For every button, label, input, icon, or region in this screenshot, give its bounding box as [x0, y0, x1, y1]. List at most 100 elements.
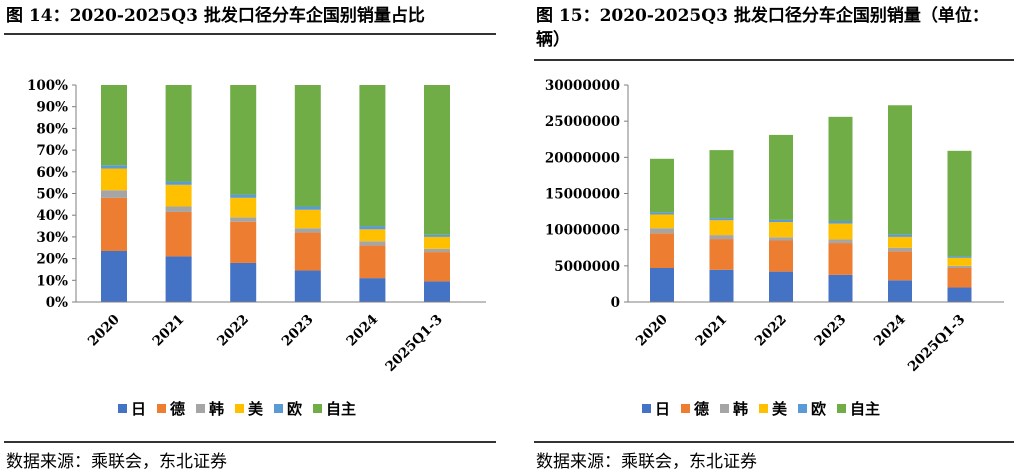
- fig15-legend-label: 自主: [850, 400, 880, 418]
- fig14-y-tick-label: 60%: [36, 165, 68, 181]
- fig15-x-tick-label: 2024: [871, 312, 909, 350]
- fig14-bar-segment: [101, 168, 127, 191]
- fig15-bar-segment: [828, 116, 853, 221]
- figure-14-top-rule: [4, 33, 496, 35]
- fig14-bar-segment: [230, 217, 257, 222]
- fig15-bar-segment: [709, 269, 734, 302]
- fig15-legend-swatch: [798, 404, 807, 413]
- fig14-bar-segment: [165, 256, 192, 302]
- fig15-legend-label: 德: [694, 400, 709, 418]
- fig14-bar-segment: [359, 85, 386, 227]
- fig14-y-tick-label: 40%: [36, 208, 68, 224]
- fig15-bar-segment: [650, 268, 674, 302]
- fig14-legend-swatch: [118, 404, 127, 413]
- fig15-y-tick-label: 15000000: [545, 187, 620, 203]
- fig15-legend-label: 欧: [811, 400, 826, 418]
- fig15-bar-segment: [888, 105, 912, 235]
- fig15-bar-segment: [650, 214, 674, 229]
- fig15-bar-segment: [888, 234, 912, 237]
- fig15-y-tick-label: 0: [611, 295, 620, 311]
- fig14-bar-segment: [359, 278, 386, 302]
- fig14-legend-label: 日: [131, 400, 146, 418]
- fig14-y-tick-label: 30%: [36, 230, 68, 246]
- fig14-bar-segment: [230, 85, 257, 195]
- fig14-legend-label: 美: [248, 400, 264, 418]
- fig15-bar-segment: [947, 268, 972, 288]
- fig15-bar-segment: [828, 274, 853, 302]
- fig15-bar-segment: [888, 247, 912, 252]
- fig14-x-tick-label: 2023: [279, 312, 317, 350]
- fig14-legend-swatch: [274, 404, 283, 413]
- fig15-x-tick-label: 2020: [633, 312, 671, 350]
- fig15-bar-segment: [650, 228, 674, 234]
- fig15-bar-segment: [709, 218, 734, 221]
- fig14-bar-segment: [294, 228, 321, 233]
- fig15-bar-segment: [888, 236, 912, 248]
- fig14-y-tick-label: 50%: [36, 187, 68, 203]
- fig15-legend-swatch: [759, 404, 768, 413]
- fig14-y-tick-label: 100%: [27, 78, 68, 94]
- fig14-bar-segment: [101, 190, 127, 198]
- fig15-bar-segment: [769, 240, 793, 272]
- fig15-legend-label: 美: [772, 400, 788, 418]
- fig14-bar-segment: [230, 197, 257, 218]
- fig14-bar-segment: [424, 234, 450, 237]
- fig15-bar-segment: [888, 280, 912, 302]
- fig15-bar-segment: [709, 235, 734, 240]
- fig15-bar-segment: [828, 243, 853, 275]
- figure-15-top-rule: [534, 59, 1014, 61]
- fig14-bar-segment: [101, 197, 127, 252]
- fig14-bar-segment: [165, 181, 192, 185]
- fig14-legend-swatch: [313, 404, 322, 413]
- fig14-bar-segment: [424, 248, 450, 253]
- figure-14-bottom-rule: [4, 441, 496, 443]
- fig15-bar-segment: [947, 287, 972, 302]
- fig14-bar-segment: [165, 85, 192, 182]
- fig14-bar-segment: [101, 251, 127, 302]
- fig14-bar-segment: [230, 194, 257, 198]
- fig14-bar-segment: [359, 241, 386, 246]
- figure-14-source: 数据来源：乘联会，东北证券: [6, 452, 227, 472]
- fig15-y-tick-label: 30000000: [545, 78, 620, 94]
- fig15-x-tick-label: 2023: [811, 312, 849, 350]
- fig14-bar-segment: [294, 85, 321, 207]
- fig14-x-tick-label: 2020: [85, 312, 123, 350]
- fig15-bar-segment: [769, 237, 793, 241]
- fig14-bar-segment: [294, 270, 321, 302]
- fig15-y-tick-label: 5000000: [554, 259, 620, 275]
- fig15-bar-segment: [828, 220, 853, 224]
- fig14-bar-segment: [424, 236, 450, 249]
- fig15-bar-segment: [650, 158, 674, 213]
- figure-15-source: 数据来源：乘联会，东北证券: [536, 452, 757, 472]
- fig14-bar-segment: [424, 252, 450, 282]
- fig15-y-tick-label: 25000000: [545, 114, 620, 130]
- fig14-x-tick-label: 2025Q1-3: [382, 312, 445, 375]
- fig14-x-tick-label: 2024: [343, 312, 381, 350]
- fig15-bar-segment: [650, 233, 674, 269]
- fig14-bar-segment: [294, 232, 321, 271]
- fig15-bar-segment: [947, 150, 972, 257]
- fig14-legend-swatch: [157, 404, 166, 413]
- fig15-bar-segment: [947, 256, 972, 258]
- fig15-legend-swatch: [837, 404, 846, 413]
- fig15-bar-segment: [828, 239, 853, 244]
- fig15-x-tick-label: 2022: [752, 312, 790, 350]
- fig15-bar-segment: [769, 271, 793, 302]
- fig15-bar-segment: [947, 265, 972, 269]
- fig15-bar-segment: [650, 212, 674, 215]
- fig14-legend-label: 欧: [287, 400, 302, 418]
- fig14-bar-segment: [230, 262, 257, 302]
- fig14-legend-label: 德: [170, 400, 185, 418]
- fig14-legend-swatch: [196, 404, 205, 413]
- fig14-bar-segment: [359, 226, 386, 230]
- figure-15-bottom-rule: [534, 441, 1014, 443]
- fig14-bar-segment: [294, 209, 321, 229]
- fig14-bar-segment: [424, 281, 450, 302]
- fig14-bar-segment: [101, 165, 127, 169]
- fig14-bar-segment: [230, 221, 257, 263]
- fig14-bar-segment: [165, 206, 192, 212]
- fig14-bar-segment: [165, 211, 192, 257]
- fig14-bar-segment: [294, 206, 321, 210]
- fig15-bar-segment: [769, 134, 793, 220]
